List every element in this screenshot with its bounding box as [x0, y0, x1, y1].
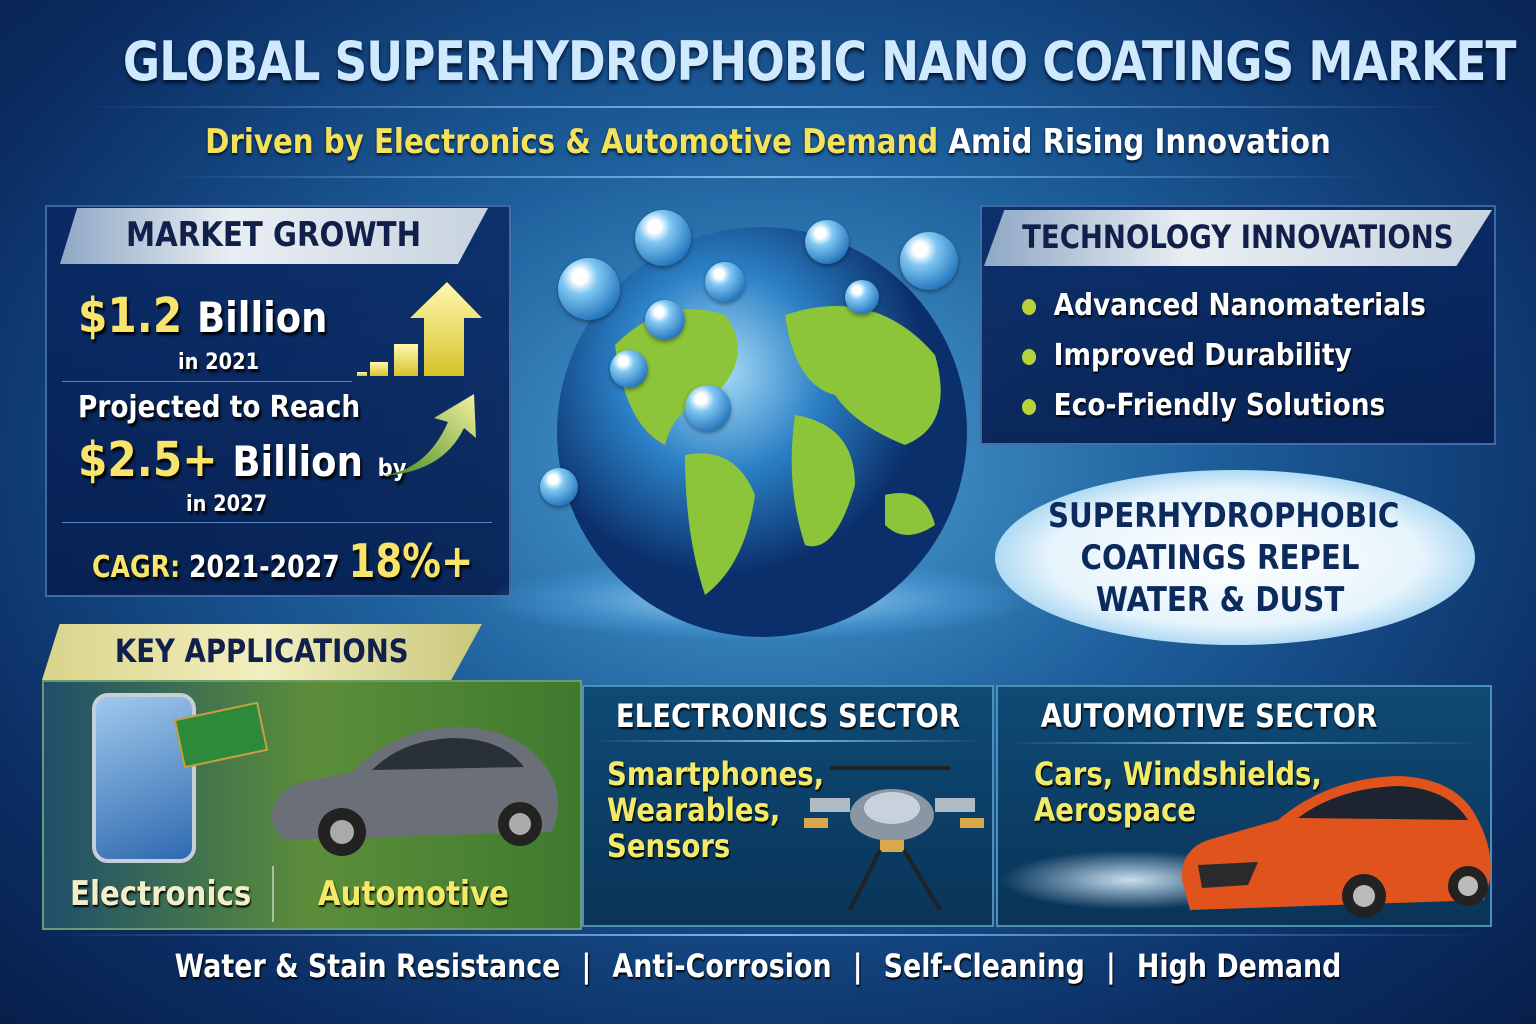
divider [272, 866, 274, 922]
market-growth-heading: MARKET GROWTH [60, 208, 488, 264]
divider [592, 740, 982, 742]
footer-divider [40, 934, 1496, 936]
water-drop-icon [540, 468, 578, 506]
divider [1006, 742, 1482, 744]
callout-line: SUPERHYDROPHOBIC [1048, 496, 1400, 536]
water-drop-icon [705, 262, 745, 302]
market-growth-panel [45, 205, 511, 597]
page-subtitle: Driven by Electronics & Automotive Deman… [108, 122, 1429, 162]
drone-icon [804, 766, 984, 912]
gray-car-icon [271, 726, 559, 856]
water-drop-icon [558, 258, 620, 320]
automotive-sector-heading: AUTOMOTIVE SECTOR [1040, 697, 1378, 735]
value-2027: $2.5+ Billion by [78, 432, 406, 496]
year-2021: in 2021 [178, 350, 260, 375]
projected-label: Projected to Reach [78, 390, 361, 425]
cagr-period: 2021-2027 [188, 550, 340, 585]
value-2027-unit: Billion [232, 437, 363, 486]
bullet-icon [1022, 298, 1037, 315]
footer-item: High Demand [1136, 947, 1342, 985]
page-title: GLOBAL SUPERHYDROPHOBIC NANO COATINGS MA… [122, 30, 1517, 93]
water-drop-icon [845, 280, 879, 314]
bullet-icon [1022, 398, 1037, 415]
electronics-sector-list: Smartphones, Wearables, Sensors [607, 756, 824, 864]
value-2021: $1.2 Billion [78, 288, 327, 346]
footer-features: Water & Stain Resistance | Anti-Corrosio… [121, 946, 1394, 986]
technology-item-label: Advanced Nanomaterials [1053, 288, 1426, 323]
water-drop-icon [635, 210, 691, 266]
value-2021-amount: $1.2 [78, 288, 183, 344]
water-drop-icon [685, 385, 731, 431]
technology-item-label: Eco-Friendly Solutions [1053, 388, 1386, 423]
sector-item: Cars, Windshields, [1034, 755, 1322, 793]
subtitle-rest: Amid Rising Innovation [948, 122, 1331, 162]
divider [62, 381, 352, 382]
automotive-sector-list: Cars, Windshields, Aerospace [1034, 756, 1322, 828]
curved-growth-arrow-icon [378, 394, 476, 476]
water-splash-callout [995, 470, 1475, 645]
sector-item: Wearables, [607, 791, 781, 829]
cagr-value: 18%+ [348, 534, 474, 588]
application-automotive: Automotive [318, 874, 509, 914]
callout-line: WATER & DUST [1095, 580, 1345, 620]
separator: | [1105, 947, 1116, 985]
year-2027: in 2027 [186, 492, 268, 517]
technology-item-label: Improved Durability [1053, 338, 1352, 373]
title-divider [80, 106, 1456, 108]
key-applications-heading-text: KEY APPLICATIONS [115, 632, 409, 670]
application-electronics: Electronics [70, 874, 252, 914]
callout-text: SUPERHYDROPHOBIC COATINGS REPEL WATER & … [1048, 495, 1400, 621]
technology-heading: TECHNOLOGY INNOVATIONS [984, 210, 1492, 266]
value-2027-suffix: by [377, 454, 407, 482]
key-applications-heading: KEY APPLICATIONS [42, 624, 482, 680]
sector-item: Sensors [607, 827, 731, 865]
footer-item: Self-Cleaning [883, 947, 1085, 985]
water-drop-icon [610, 350, 648, 388]
sector-item: Smartphones, [607, 755, 825, 793]
bullet-icon [1022, 348, 1037, 365]
separator: | [852, 947, 863, 985]
technology-item: Eco-Friendly Solutions [1022, 388, 1385, 424]
value-2027-amount: $2.5+ [78, 432, 218, 488]
value-2021-unit: Billion [196, 293, 328, 342]
water-drop-icon [645, 300, 685, 340]
orange-car-icon [1181, 776, 1491, 918]
cagr: CAGR: 2021-2027 18%+ [92, 534, 473, 595]
footer-item: Water & Stain Resistance [174, 947, 561, 985]
water-drop-icon [805, 220, 849, 264]
cagr-label: CAGR: [92, 550, 181, 585]
water-drop-icon [900, 232, 958, 290]
technology-heading-text: TECHNOLOGY INNOVATIONS [1022, 218, 1454, 256]
technology-item: Improved Durability [1022, 338, 1352, 374]
subtitle-divider [160, 176, 1376, 178]
market-growth-heading-text: MARKET GROWTH [126, 215, 422, 255]
sector-item: Aerospace [1034, 791, 1197, 829]
footer-item: Anti-Corrosion [612, 947, 832, 985]
electronics-sector-heading: ELECTRONICS SECTOR [615, 697, 961, 735]
technology-item: Advanced Nanomaterials [1022, 288, 1426, 324]
subtitle-highlight: Driven by Electronics & Automotive Deman… [205, 122, 939, 162]
divider [62, 522, 492, 523]
separator: | [581, 947, 592, 985]
bar-growth-arrow-icon [357, 282, 482, 376]
callout-line: COATINGS REPEL [1080, 538, 1360, 578]
